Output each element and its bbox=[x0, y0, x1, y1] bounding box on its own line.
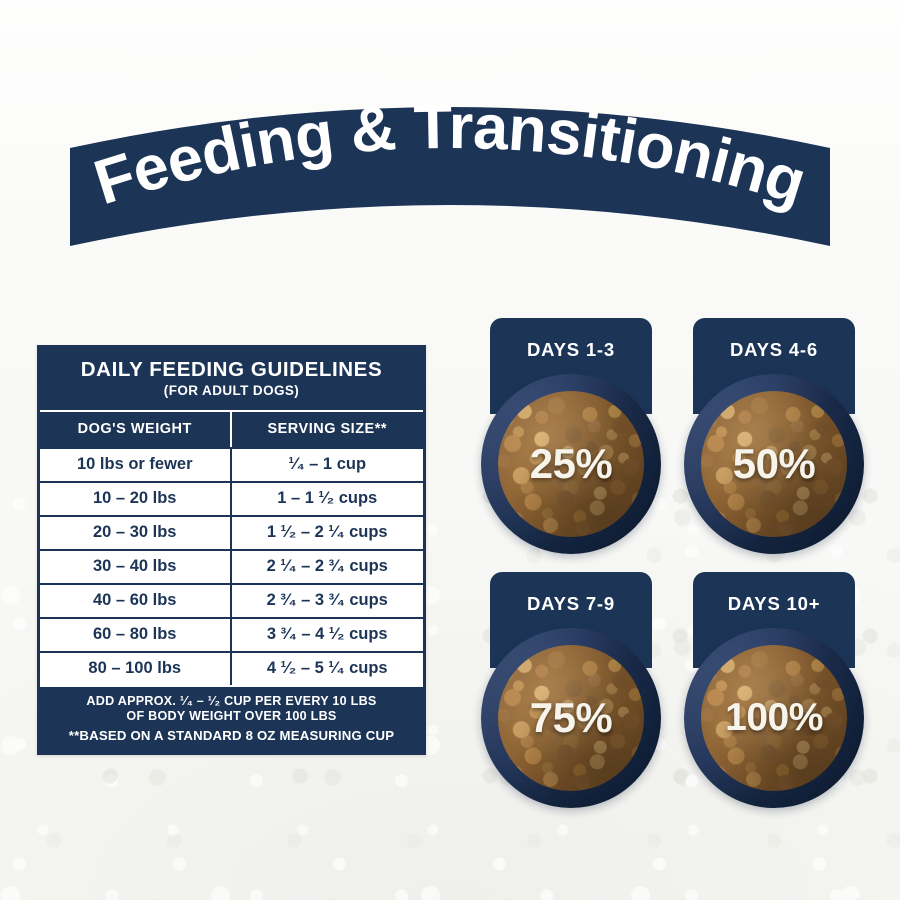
panel-days-label: DAYS 4-6 bbox=[730, 339, 818, 360]
table-row: 20 – 30 lbs 1 ¹⁄₂ – 2 ¹⁄₄ cups bbox=[40, 515, 423, 549]
column-header-weight: DOG'S WEIGHT bbox=[40, 412, 232, 447]
table-row: 60 – 80 lbs 3 ³⁄₄ – 4 ¹⁄₂ cups bbox=[40, 617, 423, 651]
kibble-icon bbox=[498, 391, 644, 537]
cell-serving: 2 ³⁄₄ – 3 ³⁄₄ cups bbox=[266, 591, 388, 609]
food-bowl bbox=[481, 628, 661, 808]
cell-serving: 3 ³⁄₄ – 4 ¹⁄₂ cups bbox=[266, 625, 388, 643]
kibble-icon bbox=[701, 391, 847, 537]
food-bowl bbox=[481, 374, 661, 554]
cell-weight: 80 – 100 lbs bbox=[40, 653, 232, 685]
bowl-sheen bbox=[684, 374, 864, 554]
table-footer: ADD APPROX. ¹⁄₄ – ¹⁄₂ CUP PER EVERY 10 L… bbox=[40, 685, 423, 752]
cell-weight: 40 – 60 lbs bbox=[40, 585, 232, 617]
banner-shape: Feeding & Transitioning bbox=[70, 92, 830, 246]
banner-ribbon bbox=[70, 107, 830, 246]
table-row: 40 – 60 lbs 2 ³⁄₄ – 3 ³⁄₄ cups bbox=[40, 583, 423, 617]
kibble-icon bbox=[498, 645, 644, 791]
table-title-block: DAILY FEEDING GUIDELINES (FOR ADULT DOGS… bbox=[40, 348, 423, 410]
footer-note: **BASED ON A STANDARD 8 OZ MEASURING CUP bbox=[68, 727, 395, 743]
bowl-sheen bbox=[481, 374, 661, 554]
table-row: 10 lbs or fewer ¹⁄₄ – 1 cup bbox=[40, 447, 423, 481]
transition-panel-days-1-3: DAYS 1-3 25% bbox=[481, 318, 661, 568]
cell-serving: ¹⁄₄ – 1 cup bbox=[288, 455, 367, 473]
banner: Feeding & Transitioning bbox=[60, 92, 840, 266]
cell-weight: 10 – 20 lbs bbox=[40, 483, 232, 515]
cell-weight: 60 – 80 lbs bbox=[40, 619, 232, 651]
bowl-sheen bbox=[481, 628, 661, 808]
cell-weight: 10 lbs or fewer bbox=[40, 449, 232, 481]
cell-serving: 4 ¹⁄₂ – 5 ¹⁄₄ cups bbox=[266, 659, 388, 677]
transition-panel-days-4-6: DAYS 4-6 50% bbox=[684, 318, 864, 568]
table-row: 80 – 100 lbs 4 ¹⁄₂ – 5 ¹⁄₄ cups bbox=[40, 651, 423, 685]
table-row: 10 – 20 lbs 1 – 1 ¹⁄₂ cups bbox=[40, 481, 423, 515]
column-header-serving: SERVING SIZE** bbox=[267, 421, 388, 437]
cell-weight: 30 – 40 lbs bbox=[40, 551, 232, 583]
transition-panel-days-10-plus: DAYS 10+ 100% bbox=[684, 572, 864, 822]
kibble-icon bbox=[701, 645, 847, 791]
cell-serving: 2 ¹⁄₄ – 2 ³⁄₄ cups bbox=[266, 557, 388, 575]
panel-days-label: DAYS 10+ bbox=[727, 593, 821, 614]
table-header-row: DOG'S WEIGHT SERVING SIZE** bbox=[40, 410, 423, 447]
table-row: 30 – 40 lbs 2 ¹⁄₄ – 2 ³⁄₄ cups bbox=[40, 549, 423, 583]
food-bowl bbox=[684, 628, 864, 808]
table-title: DAILY FEEDING GUIDELINES bbox=[80, 358, 383, 381]
daily-feeding-guidelines-table: DAILY FEEDING GUIDELINES (FOR ADULT DOGS… bbox=[37, 345, 426, 755]
footer-line-2: OF BODY WEIGHT OVER 100 LBS bbox=[126, 708, 337, 723]
bowl-sheen bbox=[684, 628, 864, 808]
cell-serving: 1 ¹⁄₂ – 2 ¹⁄₄ cups bbox=[266, 523, 388, 541]
panel-days-label: DAYS 7-9 bbox=[527, 593, 615, 614]
cell-serving: 1 – 1 ¹⁄₂ cups bbox=[277, 489, 378, 507]
panel-days-label: DAYS 1-3 bbox=[527, 339, 615, 360]
table-subtitle: (FOR ADULT DOGS) bbox=[163, 383, 300, 398]
transition-panel-days-7-9: DAYS 7-9 75% bbox=[481, 572, 661, 822]
food-bowl bbox=[684, 374, 864, 554]
cell-weight: 20 – 30 lbs bbox=[40, 517, 232, 549]
footer-line-1: ADD APPROX. ¹⁄₄ – ¹⁄₂ CUP PER EVERY 10 L… bbox=[86, 694, 377, 708]
